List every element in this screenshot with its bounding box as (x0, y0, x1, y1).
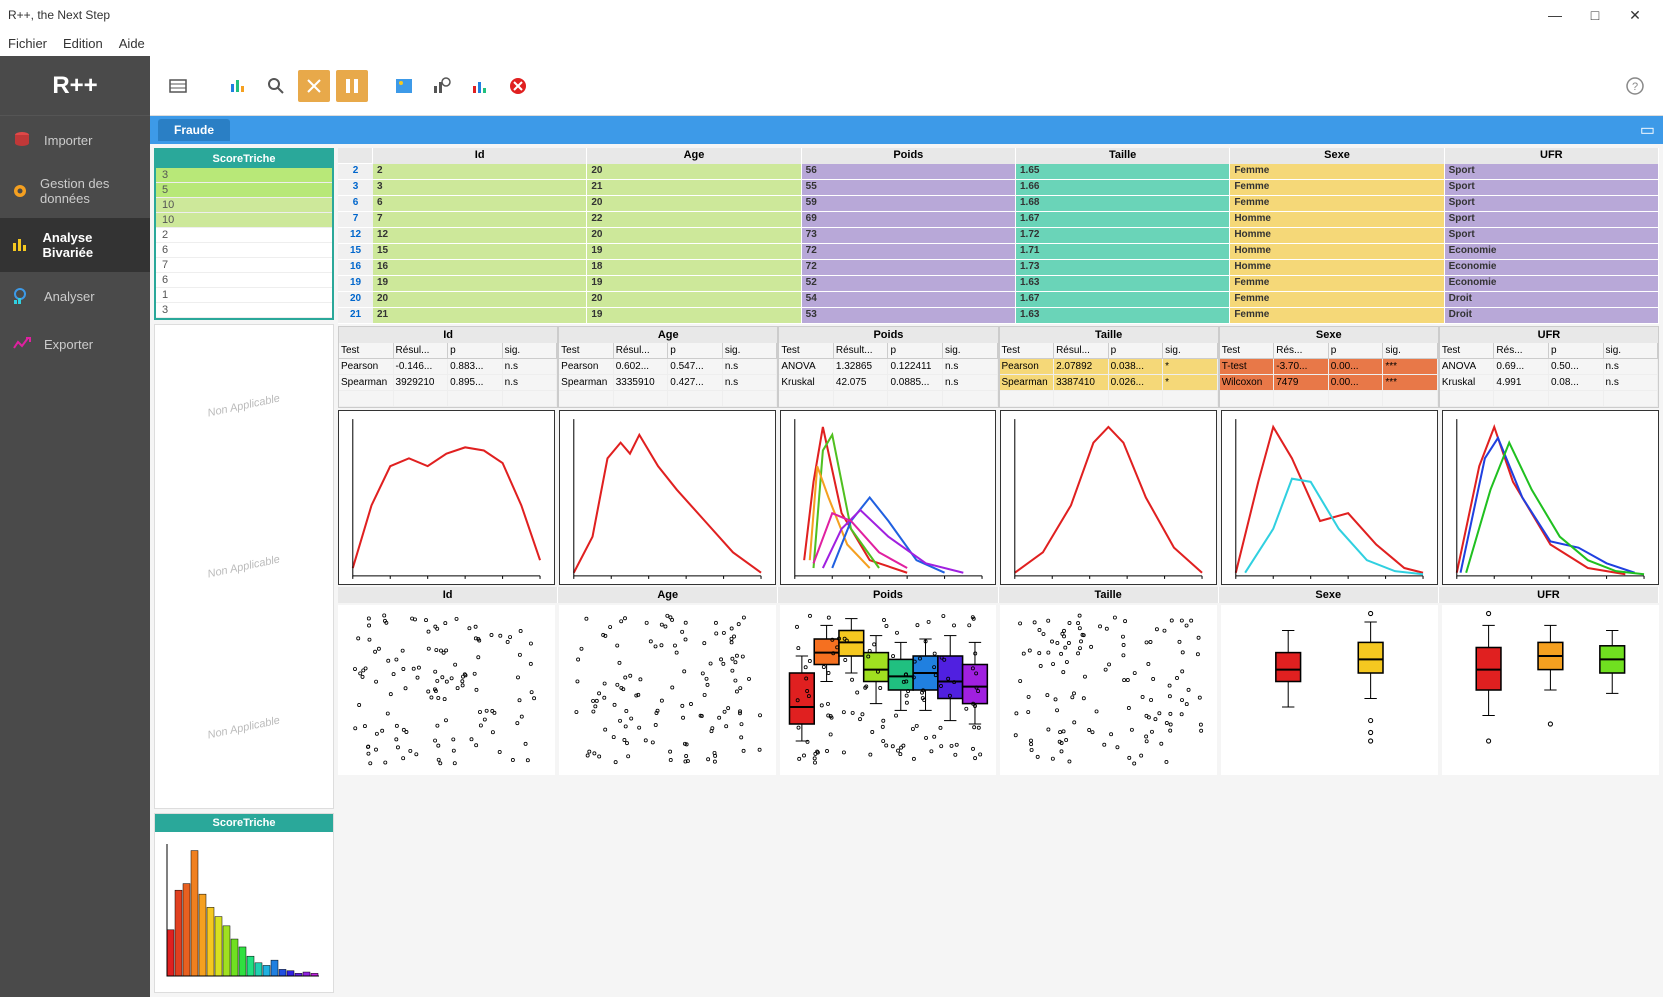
density-chart-ufr (1442, 410, 1659, 585)
density-chart-sexe (1221, 410, 1438, 585)
bottom-chart-poids (780, 605, 997, 775)
na-text-2: Non Applicable (207, 553, 281, 580)
bottom-chart-id (338, 605, 555, 775)
score-row[interactable]: 6 (156, 243, 332, 258)
score-row[interactable]: 6 (156, 273, 332, 288)
density-row (338, 410, 1659, 585)
menu-edit[interactable]: Edition (63, 36, 103, 51)
app-title: R++, the Next Step (8, 8, 110, 22)
maximize-button[interactable]: □ (1575, 7, 1615, 23)
bottom-chart-sexe (1221, 605, 1438, 775)
menu-help[interactable]: Aide (119, 36, 145, 51)
nav-export[interactable]: Exporter (0, 320, 150, 368)
bottom-chart-ufr (1442, 605, 1659, 775)
score-row[interactable]: 2 (156, 228, 332, 243)
score-row[interactable]: 3 (156, 168, 332, 183)
nav-export-label: Exporter (44, 337, 93, 352)
nav-data[interactable]: Gestion des données (0, 164, 150, 218)
tool-close[interactable] (502, 70, 534, 102)
nav-bivariate[interactable]: Analyse Bivariée (0, 218, 150, 272)
tool-crosshair[interactable] (298, 70, 330, 102)
score-header: ScoreTriche (156, 150, 332, 168)
help-icon[interactable]: ? (1619, 70, 1651, 102)
tool-columns[interactable] (336, 70, 368, 102)
score-row[interactable]: 5 (156, 183, 332, 198)
svg-text:?: ? (1632, 81, 1638, 93)
database-icon (10, 128, 34, 152)
tab-restore-icon[interactable]: ▭ (1640, 120, 1655, 140)
score-row[interactable]: 3 (156, 303, 332, 318)
scatter-row (338, 605, 1659, 775)
titlebar: R++, the Next Step — □ ✕ (0, 0, 1663, 30)
score-row[interactable]: 1 (156, 288, 332, 303)
score-row[interactable]: 10 (156, 198, 332, 213)
density-chart-poids (780, 410, 997, 585)
tool-bars[interactable] (222, 70, 254, 102)
bottom-chart-age (559, 605, 776, 775)
tool-table[interactable] (162, 70, 194, 102)
tool-chart-zoom[interactable] (426, 70, 458, 102)
bottom-chart-taille (1000, 605, 1217, 775)
histogram-panel: ScoreTriche (154, 813, 334, 993)
menu-file[interactable]: Fichier (8, 36, 47, 51)
nav-analyze[interactable]: Analyser (0, 272, 150, 320)
gear-icon (10, 179, 30, 203)
na-text-1: Non Applicable (207, 392, 281, 419)
nav-bivar-label: Analyse Bivariée (42, 230, 140, 260)
na-text-3: Non Applicable (207, 714, 281, 741)
minimize-button[interactable]: — (1535, 7, 1575, 23)
tool-barchart[interactable] (464, 70, 496, 102)
bivariate-icon (10, 233, 32, 257)
nav-import-label: Importer (44, 133, 92, 148)
hist-header: ScoreTriche (155, 814, 333, 832)
tool-image[interactable] (388, 70, 420, 102)
export-icon (10, 332, 34, 356)
histogram-chart (155, 832, 331, 988)
analyze-icon (10, 284, 34, 308)
density-chart-taille (1000, 410, 1217, 585)
logo: R++ (0, 56, 150, 116)
sidebar: R++ Importer Gestion des données Analyse… (0, 56, 150, 997)
score-row[interactable]: 7 (156, 258, 332, 273)
toolbar: ? (150, 56, 1663, 116)
nav-data-label: Gestion des données (40, 176, 140, 206)
tab-fraude[interactable]: Fraude (158, 119, 230, 141)
tool-zoom[interactable] (260, 70, 292, 102)
menubar: Fichier Edition Aide (0, 30, 1663, 56)
close-button[interactable]: ✕ (1615, 7, 1655, 24)
density-chart-age (559, 410, 776, 585)
nav-analyze-label: Analyser (44, 289, 95, 304)
score-row[interactable]: 10 (156, 213, 332, 228)
data-grid[interactable]: 2367121516192021Id2367121516192021Age202… (338, 148, 1659, 324)
score-list: ScoreTriche 351010267613 (154, 148, 334, 320)
nav-import[interactable]: Importer (0, 116, 150, 164)
stats-grid: IdTestRésul...psig.Pearson-0.146...0.883… (338, 326, 1659, 408)
na-panel: Non Applicable Non Applicable Non Applic… (154, 324, 334, 809)
density-chart-id (338, 410, 555, 585)
tabbar: Fraude ▭ (150, 116, 1663, 144)
